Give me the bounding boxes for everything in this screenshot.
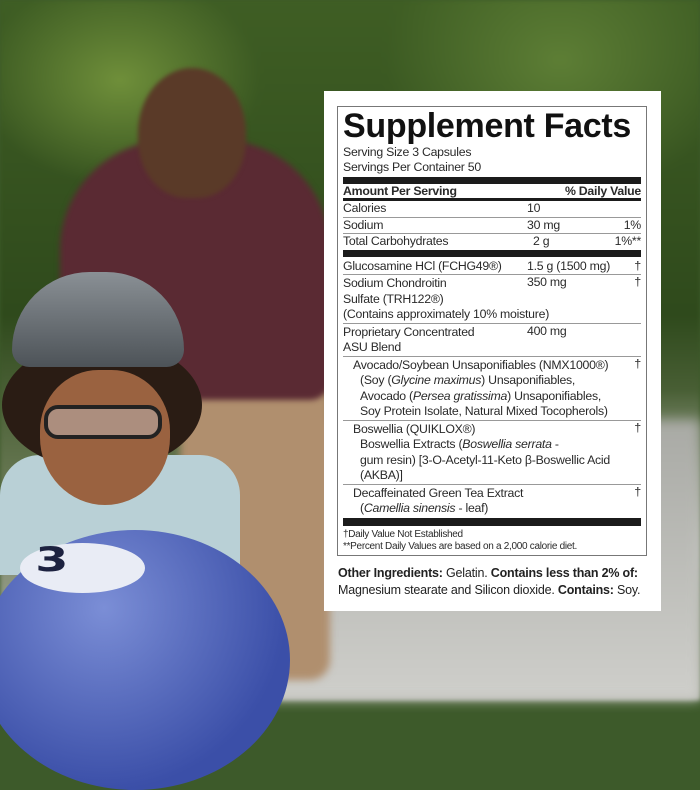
supplement-facts-card: Supplement Facts Serving Size 3 Capsules… [324,91,661,611]
blend-row: Boswellia (QUIKLOX®) Boswellia Extracts … [343,421,641,485]
text: Gelatin. [442,566,491,580]
footnotes: †Daily Value Not Established **Percent D… [343,529,641,553]
ingredient-detail: Avocado (Persea gratissima) Unsaponifiab… [343,389,641,405]
serving-size: Serving Size 3 Capsules [343,145,472,159]
latin-name: Glycine maximus [391,373,482,387]
label: Other Ingredients: [338,566,443,580]
number-spot [20,543,145,593]
table-header: Amount Per Serving % Daily Value [343,184,641,201]
ingredient-name: Decaffeinated Green Tea Extract [353,485,524,500]
ingredient-detail: (Soy (Glycine maximus) Unsaponifiables, [343,373,641,389]
text: Boswellia Extracts ( [360,437,463,451]
nutrient-row: Sodium 30 mg 1% [343,217,642,234]
ingredient-detail: (AKBA)] [360,468,403,482]
ingredient-name-cont: Sulfate (TRH122®) [343,291,444,306]
ingredient-detail: gum resin) [3-O-Acetyl-11-Keto β-Boswell… [360,452,610,467]
ingredient-detail: Soy Protein Isolate, Natural Mixed Tocop… [360,404,608,418]
text: Soy. [613,583,641,597]
text: - [551,437,559,451]
nutrient-amount: 10 [527,201,541,215]
text: ( [360,501,364,515]
ingredient-name: Glucosamine HCl (FCHG49®) [343,258,502,273]
ball-number: 3 [35,540,69,580]
ingredient-name: Sodium Chondroitin [343,276,447,290]
ingredient-name: Avocado/Soybean Unsaponifiables (NMX1000… [353,357,609,372]
nutrient-name: Calories [343,201,387,215]
label: Contains less than 2% of: [490,566,638,580]
ingredient-note: (Contains approximately 10% moisture) [343,307,550,321]
ingredient-row: Glucosamine HCl (FCHG49®) 1.5 g (1500 mg)… [343,258,641,275]
ingredient-dv: † [634,356,641,371]
divider [343,249,641,257]
latin-name: Boswellia serrata [462,437,552,451]
ingredient-name: Proprietary Concentrated [343,324,475,339]
footnote-daily-values: **Percent Daily Values are based on a 2,… [343,540,577,552]
ingredient-amount: 350 mg [527,275,567,289]
nutrient-name: Total Carbohydrates [343,234,449,248]
header-amount: Amount Per Serving [343,184,457,198]
latin-name: Camellia sinensis [363,501,456,515]
nutrient-row: Calories 10 [343,201,641,218]
blend-row: Avocado/Soybean Unsaponifiables (NMX1000… [343,357,641,421]
nutrient-row: Total Carbohydrates 2 g 1%** [343,234,641,250]
text: (Soy ( [360,373,392,387]
ingredient-row: Proprietary Concentrated ASU Blend 400 m… [343,324,641,357]
ingredient-amount: 400 mg [527,323,567,338]
ingredient-dv: † [634,275,641,289]
text: ) Unsaponifiables, [507,388,602,403]
ingredient-name-cont: ASU Blend [343,340,401,354]
label: Contains: [557,583,614,597]
ingredient-detail: Boswellia Extracts (Boswellia serrata - [343,437,641,453]
supplement-facts-panel: Supplement Facts Serving Size 3 Capsules… [337,106,647,556]
nutrient-dv: 1%** [614,234,642,248]
ingredient-detail: (Camellia sinensis - leaf) [343,501,641,517]
ingredient-row: Sodium Chondroitin Sulfate (TRH122®) (Co… [343,275,641,324]
other-ingredients: Other Ingredients: Gelatin. Contains les… [338,565,653,599]
man-head [138,68,246,198]
text: - leaf) [455,501,489,515]
nutrient-amount: 30 mg [527,217,560,232]
header-dv: % Daily Value [564,184,641,198]
footnote-dagger: †Daily Value Not Established [343,528,463,540]
latin-name: Persea gratissima [412,388,508,403]
ingredient-dv: † [634,258,641,273]
nutrient-dv: 1% [623,217,642,232]
nutrient-amount: 2 g [533,234,550,248]
servings-per-container: Servings Per Container 50 [343,160,481,174]
text: ) Unsaponifiables, [481,373,576,387]
divider [343,517,641,526]
divider [343,177,641,184]
goggles [44,405,162,439]
panel-title: Supplement Facts [343,107,632,145]
ingredient-dv: † [634,420,641,435]
text: Avocado ( [360,388,413,403]
nutrient-name: Sodium [343,217,384,232]
text: Magnesium stearate and Silicon dioxide. [338,583,558,597]
ingredient-dv: † [634,484,641,499]
ingredient-amount: 1.5 g (1500 mg) [527,258,611,273]
ingredient-name: Boswellia (QUIKLOX®) [353,421,476,436]
blend-row: Decaffeinated Green Tea Extract (Camelli… [343,485,641,517]
